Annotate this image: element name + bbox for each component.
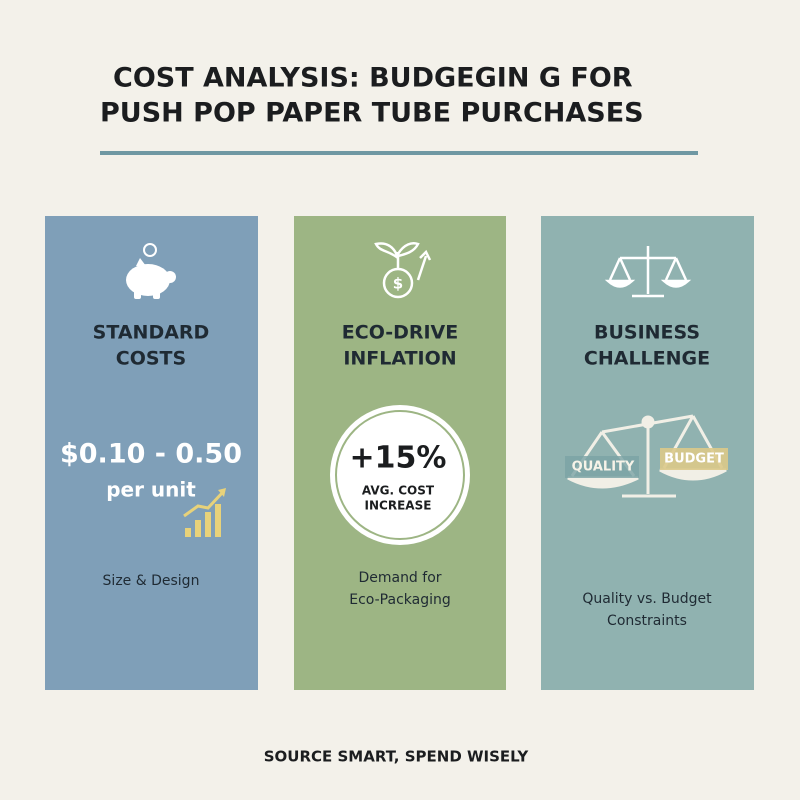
title-rule bbox=[100, 151, 698, 155]
card-caption: Eco-Packaging bbox=[349, 592, 451, 608]
card-caption: Constraints bbox=[607, 613, 687, 629]
eco-icon bbox=[374, 242, 432, 299]
figure-note: INCREASE bbox=[365, 499, 432, 513]
tagline: SOURCE SMART, SPEND WISELY bbox=[264, 748, 530, 766]
growth-icon bbox=[183, 488, 226, 537]
label-plate bbox=[565, 456, 639, 478]
cost-unit: per unit bbox=[106, 478, 196, 502]
badge bbox=[335, 410, 465, 540]
scale-icon bbox=[604, 246, 692, 298]
increase-figure: +15% bbox=[350, 441, 447, 476]
card-title: COSTS bbox=[116, 348, 186, 370]
card-caption: Quality vs. Budget bbox=[582, 591, 712, 607]
card-caption: Demand for bbox=[358, 570, 441, 586]
cost-figure: $0.10 - 0.50 bbox=[60, 439, 242, 470]
card-title: CHALLENGE bbox=[584, 348, 710, 370]
balance-illustration bbox=[567, 414, 727, 498]
card-title: BUSINESS bbox=[594, 322, 700, 344]
scale-label: BUDGET bbox=[664, 452, 724, 467]
scale-label: QUALITY bbox=[572, 460, 635, 475]
dollar-icon: $ bbox=[393, 275, 403, 293]
title-line: COST ANALYSIS: BUDGEGIN G FOR bbox=[113, 63, 633, 94]
card-caption: Size & Design bbox=[103, 573, 200, 589]
card-title: ECO-DRIVE bbox=[342, 322, 458, 344]
card-title: INFLATION bbox=[343, 348, 456, 370]
card-title: STANDARD bbox=[93, 322, 210, 344]
title-line: PUSH POP PAPER TUBE PURCHASES bbox=[100, 98, 644, 129]
figure-note: AVG. COST bbox=[362, 484, 435, 498]
label-plate bbox=[660, 448, 728, 470]
piggy-icon bbox=[126, 243, 176, 299]
